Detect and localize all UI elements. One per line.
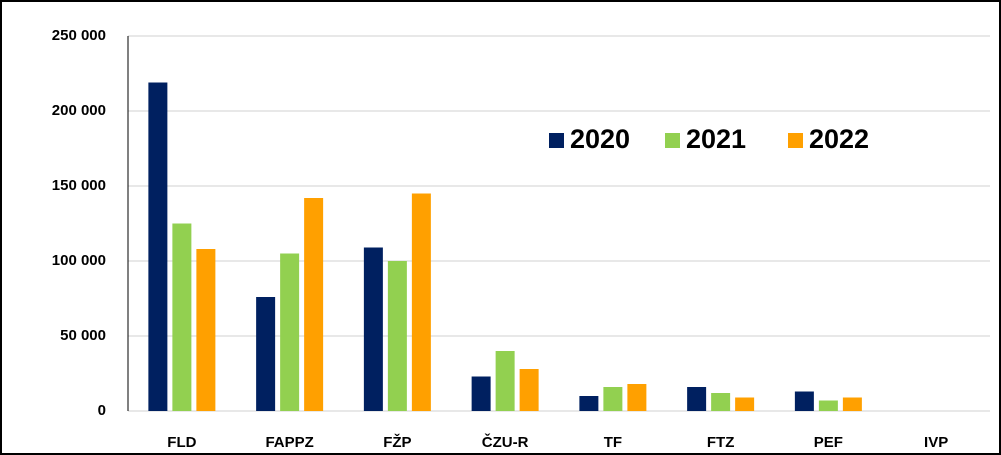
bar	[603, 387, 623, 411]
legend-swatch	[549, 133, 564, 148]
bar	[794, 391, 814, 411]
y-tick-label: 200 000	[52, 102, 106, 119]
y-tick-label: 150 000	[52, 177, 106, 194]
bar	[471, 376, 491, 411]
bar	[256, 297, 276, 411]
bar	[579, 396, 599, 411]
legend-label: 2022	[809, 124, 869, 154]
legend-label: 2021	[686, 124, 746, 154]
bar	[818, 400, 838, 411]
bar	[495, 351, 515, 411]
bar	[387, 261, 407, 411]
bar	[411, 193, 431, 411]
x-tick-label: FTZ	[707, 434, 735, 451]
bar	[363, 247, 383, 411]
x-tick-label: FAPPZ	[265, 434, 313, 451]
x-tick-label: FLD	[167, 434, 196, 451]
bar	[172, 223, 192, 411]
y-tick-label: 100 000	[52, 252, 106, 269]
legend-label: 2020	[570, 124, 630, 154]
x-tick-label: FŽP	[383, 433, 411, 451]
bar	[280, 253, 300, 411]
bar	[687, 387, 707, 411]
legend-swatch	[788, 133, 803, 148]
bar	[735, 397, 755, 411]
bar	[842, 397, 862, 411]
x-tick-label: TF	[604, 434, 622, 451]
bar	[711, 393, 731, 411]
bar	[519, 369, 539, 411]
bar	[304, 198, 324, 411]
bar	[627, 384, 647, 411]
x-tick-label: PEF	[814, 434, 843, 451]
bar	[196, 249, 216, 411]
y-tick-label: 0	[98, 402, 106, 419]
x-tick-label: ČZU-R	[482, 433, 529, 451]
y-tick-label: 50 000	[60, 327, 106, 344]
y-tick-label: 250 000	[52, 27, 106, 44]
bar	[148, 82, 168, 411]
legend-swatch	[665, 133, 680, 148]
x-tick-label: IVP	[924, 434, 948, 451]
